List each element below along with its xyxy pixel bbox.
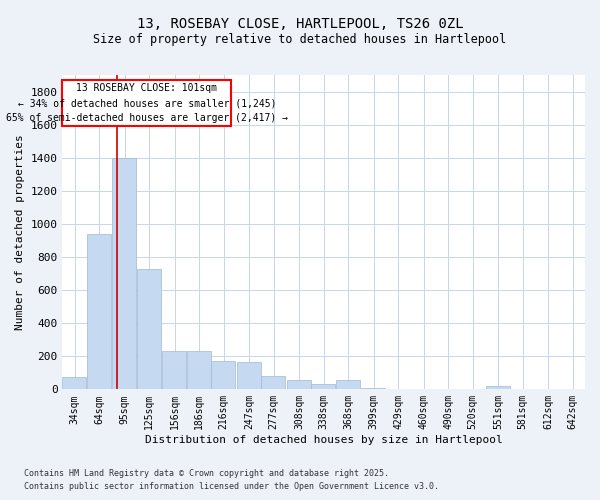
Text: Contains HM Land Registry data © Crown copyright and database right 2025.: Contains HM Land Registry data © Crown c… bbox=[24, 468, 389, 477]
Bar bbox=[87, 234, 111, 390]
Text: 65% of semi-detached houses are larger (2,417) →: 65% of semi-detached houses are larger (… bbox=[6, 113, 288, 123]
Y-axis label: Number of detached properties: Number of detached properties bbox=[15, 134, 25, 330]
Text: ← 34% of detached houses are smaller (1,245): ← 34% of detached houses are smaller (1,… bbox=[17, 98, 276, 108]
Bar bbox=[163, 352, 186, 390]
Bar bbox=[486, 386, 509, 390]
Bar bbox=[137, 268, 161, 390]
Bar bbox=[336, 380, 360, 390]
Bar bbox=[112, 158, 136, 390]
Bar bbox=[187, 352, 211, 390]
Bar bbox=[311, 384, 335, 390]
Bar bbox=[62, 377, 86, 390]
Bar bbox=[361, 388, 385, 390]
Bar bbox=[237, 362, 260, 390]
Bar bbox=[262, 376, 285, 390]
Bar bbox=[412, 388, 435, 390]
Bar bbox=[511, 388, 534, 390]
Text: Size of property relative to detached houses in Hartlepool: Size of property relative to detached ho… bbox=[94, 32, 506, 46]
Text: 13 ROSEBAY CLOSE: 101sqm: 13 ROSEBAY CLOSE: 101sqm bbox=[76, 84, 217, 94]
Bar bbox=[287, 380, 311, 390]
Bar bbox=[386, 388, 410, 390]
X-axis label: Distribution of detached houses by size in Hartlepool: Distribution of detached houses by size … bbox=[145, 435, 503, 445]
Text: Contains public sector information licensed under the Open Government Licence v3: Contains public sector information licen… bbox=[24, 482, 439, 491]
Bar bbox=[211, 361, 235, 390]
FancyBboxPatch shape bbox=[62, 80, 231, 126]
Text: 13, ROSEBAY CLOSE, HARTLEPOOL, TS26 0ZL: 13, ROSEBAY CLOSE, HARTLEPOOL, TS26 0ZL bbox=[137, 18, 463, 32]
